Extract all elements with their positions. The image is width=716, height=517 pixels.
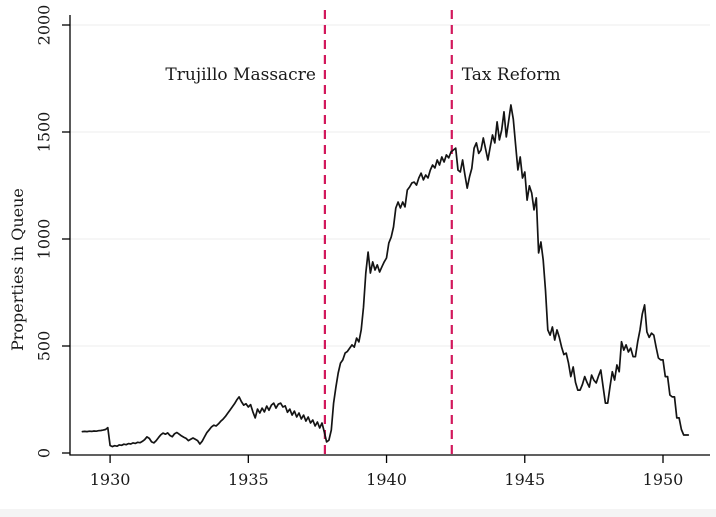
annotation-tax-reform: Tax Reform bbox=[461, 65, 561, 85]
x-tick-label: 1940 bbox=[366, 470, 407, 489]
y-tick-label: 1500 bbox=[35, 112, 54, 153]
x-tick-label: 1950 bbox=[643, 470, 684, 489]
x-tick-label: 1935 bbox=[228, 470, 269, 489]
y-tick-label: 1000 bbox=[35, 219, 54, 260]
y-axis-title: Properties in Queue bbox=[8, 188, 27, 352]
x-tick-label: 1930 bbox=[90, 470, 131, 489]
data-series-line bbox=[81, 104, 690, 448]
x-tick-label: 1945 bbox=[504, 470, 545, 489]
y-tick-label: 0 bbox=[35, 448, 54, 458]
y-tick-label: 2000 bbox=[35, 5, 54, 46]
y-tick-label: 500 bbox=[35, 331, 54, 362]
annotation-trujillo-massacre: Trujillo Massacre bbox=[165, 65, 316, 85]
page-bottom-edge bbox=[0, 509, 716, 517]
